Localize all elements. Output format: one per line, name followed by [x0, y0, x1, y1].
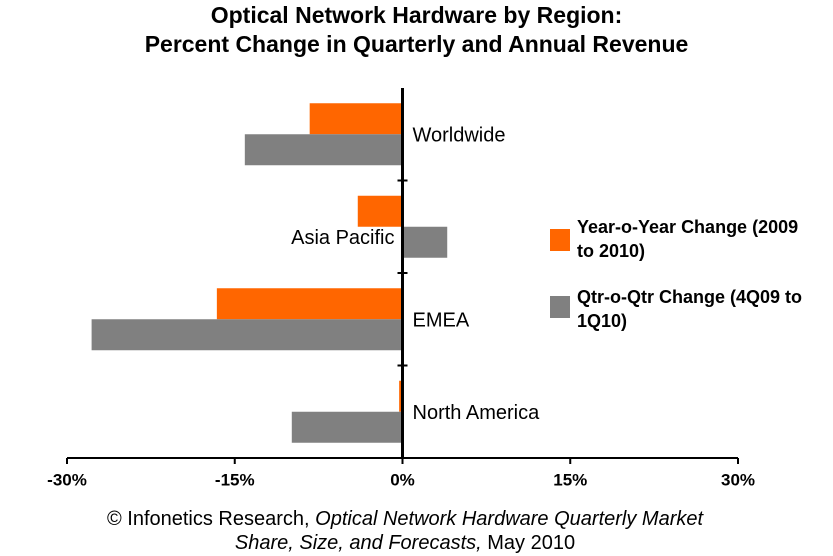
x-tick-label: 15%	[553, 470, 587, 489]
chart-title: Percent Change in Quarterly and Annual R…	[144, 31, 689, 57]
category-label: Asia Pacific	[291, 227, 394, 249]
bar	[91, 319, 403, 351]
x-tick-label: -30%	[47, 470, 87, 489]
x-tick-label: -15%	[215, 470, 255, 489]
bar	[291, 411, 403, 443]
source-suffix: May 2010	[487, 532, 576, 554]
bar	[216, 288, 403, 320]
legend-label: Year-o-Year Change (2009 to 2010)	[577, 217, 799, 261]
x-tick-label: 0%	[390, 470, 415, 489]
source: © Infonetics Research, Optical Network H…	[100, 507, 710, 555]
bar	[244, 134, 403, 166]
legend-label: Qtr-o-Qtr Change (4Q09 to 1Q10)	[577, 287, 803, 331]
bar	[402, 226, 448, 258]
x-tick-label: 30%	[721, 470, 755, 489]
legend-swatch	[550, 229, 570, 251]
category-label: Worldwide	[413, 125, 506, 147]
chart-title: Optical Network Hardware by Region:	[210, 2, 623, 28]
bar	[309, 103, 403, 135]
legend-swatch	[550, 296, 570, 318]
source-prefix: © Infonetics Research,	[106, 508, 310, 530]
category-label: North America	[413, 402, 541, 424]
bar	[357, 195, 403, 227]
category-label: EMEA	[413, 310, 470, 332]
source-title: Optical Network Hardware Quarterly Marke…	[234, 508, 704, 554]
bar	[399, 380, 403, 412]
